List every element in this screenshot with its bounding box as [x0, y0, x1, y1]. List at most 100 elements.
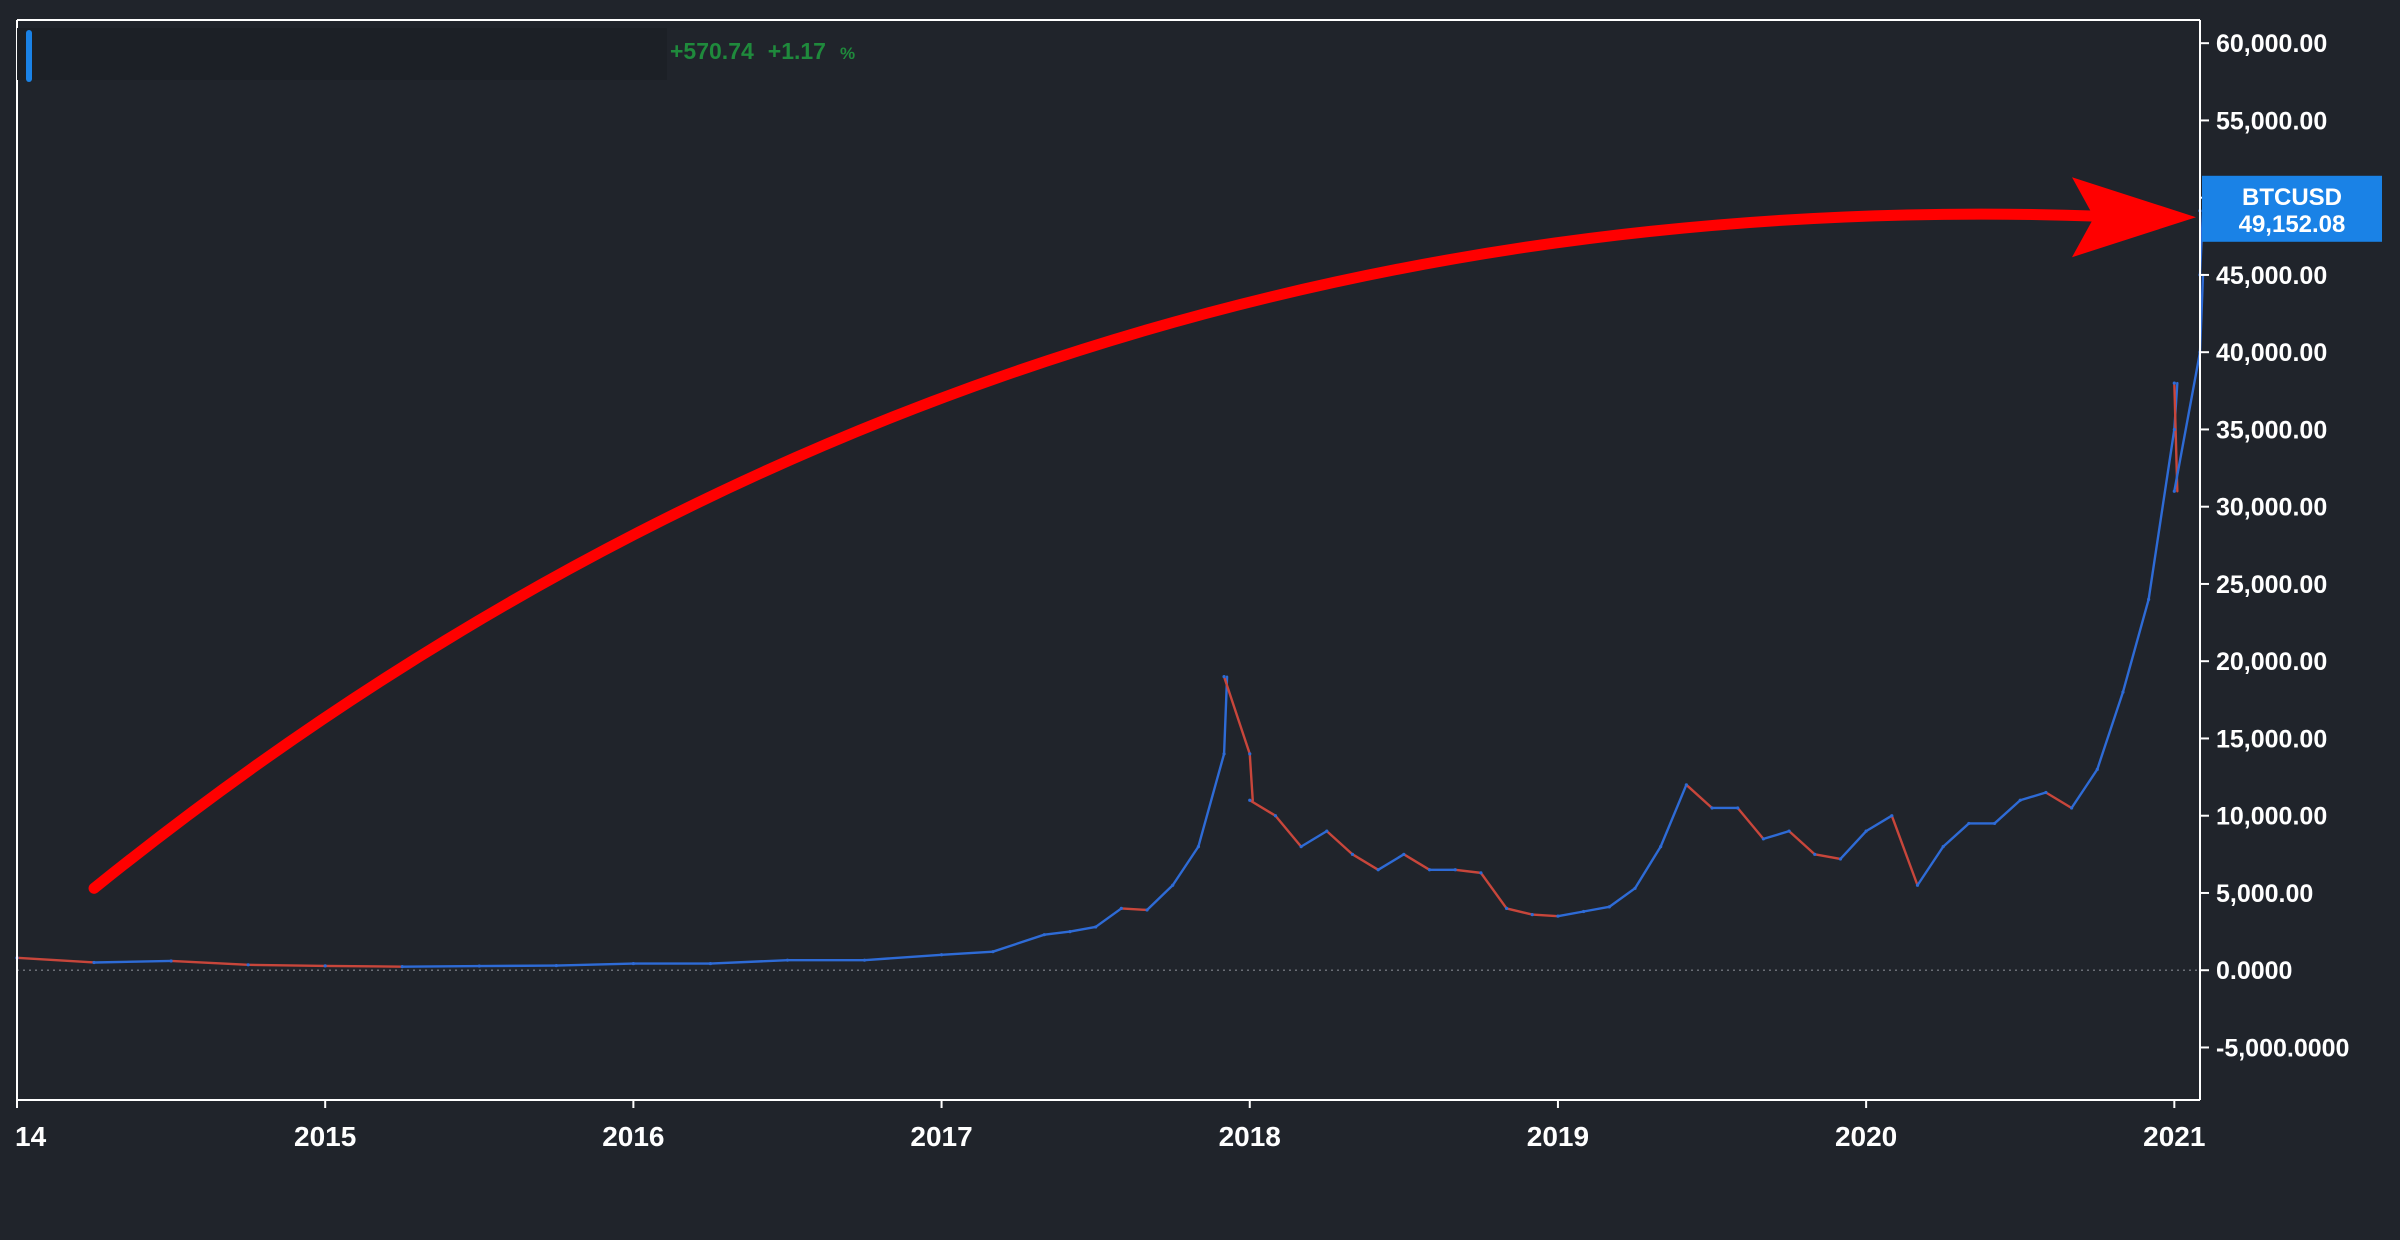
series-segment[interactable] [1325, 829, 1354, 856]
data-point[interactable] [1530, 912, 1534, 917]
series-segment[interactable] [2044, 791, 2073, 810]
data-point[interactable] [631, 961, 635, 966]
series-segment[interactable] [1916, 845, 1945, 887]
data-point[interactable] [1556, 914, 1560, 918]
series-segment[interactable] [1864, 814, 1894, 833]
data-point[interactable] [477, 964, 481, 968]
data-point[interactable] [1299, 845, 1303, 849]
data-point[interactable] [785, 958, 790, 962]
series-segment[interactable] [1171, 845, 1200, 887]
data-point[interactable] [991, 950, 995, 954]
series-segment[interactable] [1993, 799, 2022, 825]
data-point[interactable] [1504, 906, 1509, 911]
data-point[interactable] [1813, 852, 1817, 856]
data-point[interactable] [2095, 767, 2099, 771]
data-point[interactable] [246, 963, 250, 967]
series-segment[interactable] [709, 958, 789, 965]
series-segment[interactable] [1839, 829, 1868, 861]
data-point[interactable] [1248, 752, 1252, 756]
data-point[interactable] [1222, 675, 1226, 679]
series-segment[interactable] [2019, 791, 2048, 802]
data-point[interactable] [2018, 798, 2022, 802]
data-point[interactable] [1248, 798, 1252, 802]
data-point[interactable] [1453, 868, 1457, 872]
series-segment[interactable] [401, 964, 481, 968]
price-tag-box[interactable] [2202, 175, 2382, 242]
series-segment[interactable] [1890, 814, 1919, 887]
series-segment[interactable] [940, 950, 995, 956]
data-point[interactable] [2172, 489, 2176, 493]
series-segment[interactable] [1274, 814, 1303, 848]
data-point[interactable] [554, 963, 558, 968]
data-point[interactable] [1042, 933, 1046, 937]
series-segment[interactable] [1941, 822, 1971, 848]
data-point[interactable] [1838, 857, 1843, 861]
data-point[interactable] [1607, 905, 1611, 909]
data-point[interactable] [1325, 829, 1329, 833]
series-segment[interactable] [1248, 799, 1277, 817]
series-segment[interactable] [1582, 905, 1611, 913]
data-point[interactable] [2172, 381, 2176, 385]
data-point[interactable] [1222, 752, 1226, 756]
data-point[interactable] [2121, 690, 2125, 694]
series-segment[interactable] [1556, 910, 1585, 918]
data-point[interactable] [2069, 806, 2074, 810]
data-point[interactable] [1684, 783, 1688, 787]
data-point[interactable] [323, 964, 327, 968]
series-segment[interactable] [2121, 598, 2150, 694]
series-segment[interactable] [1531, 913, 1560, 918]
series-segment[interactable] [555, 962, 635, 967]
data-point[interactable] [1582, 909, 1586, 914]
series-segment[interactable] [1633, 845, 1662, 890]
series-segment[interactable] [2147, 428, 2176, 601]
data-point[interactable] [1119, 906, 1123, 911]
data-point[interactable] [400, 965, 404, 969]
data-point[interactable] [1736, 806, 1740, 810]
series-segment[interactable] [1299, 829, 1329, 848]
series-segment[interactable] [1454, 868, 1483, 875]
data-point[interactable] [1633, 886, 1637, 890]
series-segment[interactable] [1351, 853, 1380, 871]
data-point[interactable] [1761, 837, 1765, 841]
series-segment[interactable] [1505, 907, 1534, 916]
data-point[interactable] [1094, 925, 1098, 929]
data-point[interactable] [1376, 868, 1380, 872]
series-segment[interactable] [323, 964, 404, 968]
data-point[interactable] [1915, 883, 1920, 887]
data-point[interactable] [1273, 814, 1278, 818]
series-segment[interactable] [1222, 675, 1251, 756]
data-point[interactable] [1196, 845, 1200, 849]
legend-accent-marker[interactable] [26, 30, 32, 82]
data-point[interactable] [1890, 814, 1894, 818]
series-segment[interactable] [1479, 871, 1508, 910]
series-segment[interactable] [1736, 806, 1765, 841]
data-point[interactable] [1941, 845, 1945, 849]
data-point[interactable] [1864, 829, 1868, 833]
series-segment[interactable] [15, 956, 96, 964]
series-segment[interactable] [1376, 853, 1406, 871]
series-segment[interactable] [246, 963, 327, 968]
data-point[interactable] [1068, 929, 1072, 934]
series-segment[interactable] [991, 933, 1046, 953]
data-point[interactable] [1992, 821, 1997, 826]
series-segment[interactable] [92, 959, 173, 964]
data-point[interactable] [169, 959, 173, 963]
series-segment[interactable] [1043, 930, 1072, 936]
data-point[interactable] [1350, 852, 1355, 856]
data-point[interactable] [1787, 829, 1791, 833]
data-point[interactable] [1145, 908, 1149, 912]
series-segment[interactable] [1762, 829, 1791, 841]
data-point[interactable] [1659, 845, 1663, 849]
data-point[interactable] [2147, 597, 2151, 601]
series-segment[interactable] [1685, 783, 1714, 810]
series-segment[interactable] [1813, 853, 1842, 861]
series-segment[interactable] [863, 953, 943, 962]
data-point[interactable] [1967, 821, 1971, 826]
series-segment[interactable] [1608, 887, 1637, 909]
series-segment[interactable] [1659, 783, 1688, 848]
data-point[interactable] [92, 960, 96, 965]
series-segment[interactable] [1068, 925, 1097, 933]
series-segment[interactable] [1222, 675, 1229, 756]
data-point[interactable] [2044, 790, 2048, 795]
